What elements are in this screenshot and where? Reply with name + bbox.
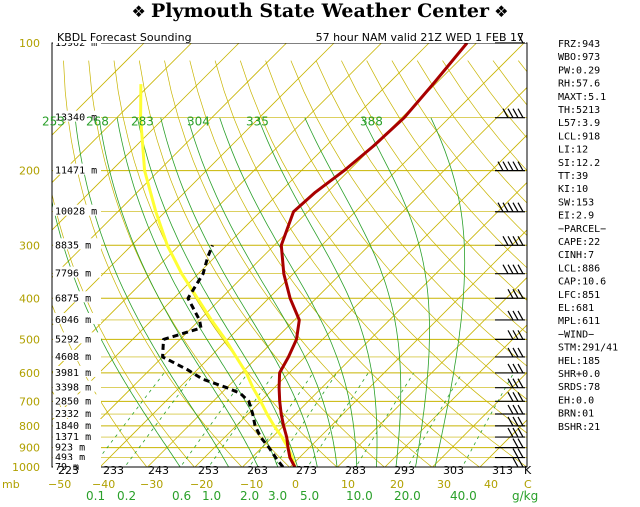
index-value: EI:2.9 — [558, 211, 594, 222]
height-label: 4608 m — [55, 352, 91, 363]
pressure-unit-label: mb — [2, 478, 20, 491]
height-label: 6875 m — [55, 293, 91, 304]
height-label: 8835 m — [55, 240, 91, 251]
index-value: CAPE:22 — [558, 237, 600, 248]
theta-label: 304 — [187, 115, 210, 129]
index-value: SI:12.2 — [558, 158, 600, 169]
index-value: −PARCEL− — [558, 224, 606, 235]
pressure-tick-label: 800 — [19, 420, 40, 433]
kelvin-label: 313 — [492, 464, 513, 477]
temperature-tick-label: −30 — [140, 478, 163, 491]
index-value: TT:39 — [558, 171, 588, 182]
mixing-ratio-label: 10.0 — [346, 489, 373, 503]
index-value: HEL:185 — [558, 356, 600, 367]
pressure-tick-label: 500 — [19, 333, 40, 346]
kelvin-label: 253 — [198, 464, 219, 477]
index-value: LCL:918 — [558, 131, 600, 142]
index-value: LI:12 — [558, 145, 588, 156]
pressure-tick-label: 300 — [19, 239, 40, 252]
mixing-ratio-label: 20.0 — [394, 489, 421, 503]
header: ❖ Plymouth State Weather Center ❖ — [0, 0, 640, 26]
chart-title-right: 57 hour NAM valid 21Z WED 1 FEB 17 — [316, 31, 524, 44]
height-label: 5292 m — [55, 334, 91, 345]
height-label: 3981 m — [55, 368, 91, 379]
index-value: EH:0.0 — [558, 395, 594, 406]
theta-label: 335 — [246, 115, 269, 129]
index-value: LFC:851 — [558, 290, 600, 301]
mixing-ratio-label: 0.6 — [172, 489, 191, 503]
mixing-ratio-label: 3.0 — [268, 489, 287, 503]
index-value: L57:3.9 — [558, 118, 600, 129]
page-title: Plymouth State Weather Center — [151, 0, 489, 22]
mixing-ratio-label: g/kg — [512, 489, 538, 503]
pressure-tick-label: 200 — [19, 165, 40, 178]
index-value: BRN:01 — [558, 409, 594, 420]
index-value: MAXT:5.1 — [558, 92, 606, 103]
left-flag-icon: ❖ — [132, 2, 146, 21]
height-label: 6046 m — [55, 315, 91, 326]
right-flag-icon: ❖ — [494, 2, 508, 21]
height-label: 10028 m — [55, 207, 97, 218]
kelvin-label: 303 — [443, 464, 464, 477]
theta-label: 388 — [360, 115, 383, 129]
kelvin-label: 233 — [103, 464, 124, 477]
mixing-ratio-label: 5.0 — [300, 489, 319, 503]
mixing-ratio-label: 40.0 — [450, 489, 477, 503]
index-value: FRZ:943 — [558, 39, 600, 50]
height-label: 7796 m — [55, 269, 91, 280]
kelvin-label: 243 — [148, 464, 169, 477]
index-value: WBO:973 — [558, 52, 600, 63]
mixing-ratio-label: 2.0 — [240, 489, 259, 503]
index-value: TH:5213 — [558, 105, 600, 116]
pressure-tick-label: 1000 — [12, 461, 40, 474]
kelvin-label: K — [524, 464, 532, 477]
temperature-tick-label: −50 — [48, 478, 71, 491]
height-label: 2850 m — [55, 396, 91, 407]
mixing-ratio-label: 0.1 — [86, 489, 105, 503]
temperature-tick-label: 30 — [437, 478, 451, 491]
index-value: SW:153 — [558, 197, 594, 208]
index-value: EL:681 — [558, 303, 594, 314]
index-value: SRDS:78 — [558, 382, 600, 393]
kelvin-label: 293 — [394, 464, 415, 477]
mixing-ratio-label: 0.2 — [117, 489, 136, 503]
height-label: 11471 m — [55, 166, 97, 177]
index-value: MPL:611 — [558, 316, 600, 327]
theta-label: 283 — [131, 115, 154, 129]
index-value: RH:57.6 — [558, 79, 600, 90]
height-label: 2332 m — [55, 409, 91, 420]
mixing-ratio-label: 1.0 — [202, 489, 221, 503]
index-value: STM:291/41 — [558, 343, 618, 354]
index-value: −WIND− — [558, 329, 594, 340]
pressure-tick-label: 100 — [19, 37, 40, 50]
kelvin-label: 283 — [345, 464, 366, 477]
index-value: BSHR:21 — [558, 422, 600, 433]
temperature-tick-label: 40 — [484, 478, 498, 491]
chart-title-left: KBDL Forecast Sounding — [57, 31, 192, 44]
pressure-tick-label: 600 — [19, 367, 40, 380]
pressure-tick-label: 900 — [19, 442, 40, 455]
theta-label: 268 — [86, 115, 109, 129]
height-label: 3398 m — [55, 383, 91, 394]
index-value: SHR+0.0 — [558, 369, 600, 380]
index-value: PW:0.29 — [558, 65, 600, 76]
kelvin-label: 263 — [247, 464, 268, 477]
temperature-tick-label: 0 — [292, 478, 299, 491]
pressure-tick-label: 700 — [19, 395, 40, 408]
index-value: LCL:886 — [558, 263, 600, 274]
kelvin-label: 273 — [296, 464, 317, 477]
index-value: CAP:10.6 — [558, 277, 606, 288]
index-value: CINH:7 — [558, 250, 594, 261]
pressure-tick-label: 400 — [19, 292, 40, 305]
kelvin-label: 223 — [58, 464, 79, 477]
theta-label: 253 — [42, 115, 65, 129]
index-value: KI:10 — [558, 184, 588, 195]
